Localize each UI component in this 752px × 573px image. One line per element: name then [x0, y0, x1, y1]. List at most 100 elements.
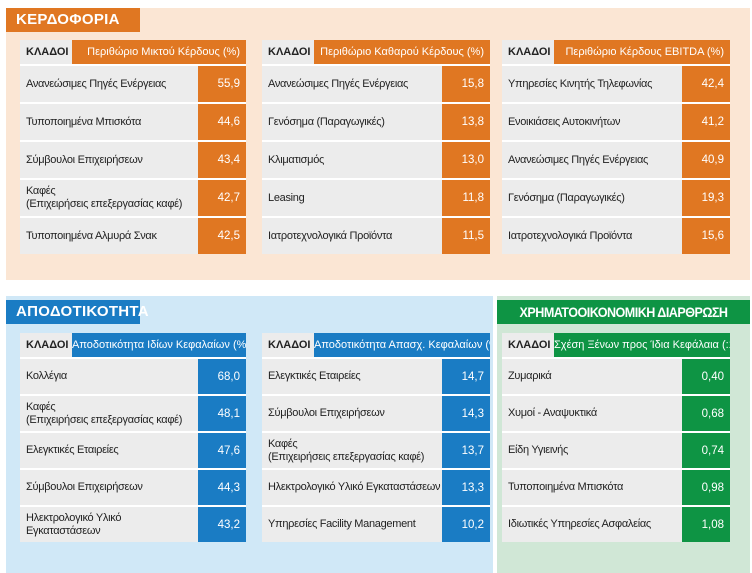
table-row: Σύμβουλοι Επιχειρήσεων 14,3: [262, 396, 490, 431]
table-header: ΚΛΑΔΟΙ Αποδοτικότητα Ιδίων Κεφαλαίων (%): [20, 333, 246, 357]
table-row: Χυμοί - Αναψυκτικά 0,68: [502, 396, 730, 431]
section-title: ΧΡΗΜΑΤΟΟΙΚΟΝΟΜΙΚΗ ΔΙΑΡΘΡΩΣΗ: [519, 304, 728, 320]
table-header: ΚΛΑΔΟΙ Περιθώριο Καθαρού Κέρδους (%): [262, 40, 490, 64]
ranking-table: ΚΛΑΔΟΙ Αποδοτικότητα Ιδίων Κεφαλαίων (%) Κ…: [20, 333, 246, 542]
table-row: Είδη Υγιεινής 0,74: [502, 433, 730, 468]
section-title: ΚΕΡΔΟΦΟΡΙΑ: [16, 11, 120, 28]
table-row: Σύμβουλοι Επιχειρήσεων 44,3: [20, 470, 246, 505]
metric-value: 13,0: [442, 142, 490, 178]
metric-value: 44,3: [198, 470, 246, 505]
sector-name: Τυποποιημένα Μπισκότα: [508, 481, 624, 493]
sector-name: Καφές (Επιχειρήσεις επεξεργασίας καφέ): [268, 437, 425, 463]
column-header-metric: Περιθώριο Καθαρού Κέρδους (%): [314, 40, 490, 64]
metric-value: 0,74: [682, 433, 730, 468]
metric-value: 0,98: [682, 470, 730, 505]
sector-name: Ανανεώσιμες Πηγές Ενέργειας: [508, 153, 649, 166]
metric-value: 13,8: [442, 104, 490, 140]
metric-value: 42,7: [198, 180, 246, 216]
ranking-table: ΚΛΑΔΟΙ Περιθώριο Καθαρού Κέρδους (%) Ανανε…: [262, 40, 490, 254]
table-row: Κλιματισμός 13,0: [262, 142, 490, 178]
table-row: Ηλεκτρολογικό Υλικό Εγκαταστάσεων 13,3: [262, 470, 490, 505]
metric-value: 14,7: [442, 359, 490, 394]
metric-value: 42,4: [682, 66, 730, 102]
sector-name: Σύμβουλοι Επιχειρήσεων: [26, 481, 143, 493]
table-row: Τυποποιημένα Αλμυρά Σνακ 42,5: [20, 218, 246, 254]
sector-name: Καφές (Επιχειρήσεις επεξεργασίας καφέ): [26, 400, 183, 426]
sector-name: Ελεγκτικές Εταιρείες: [26, 444, 119, 456]
sector-name: Ελεγκτικές Εταιρείες: [268, 370, 361, 382]
sector-name: Τυποποιημένα Μπισκότα: [26, 115, 142, 128]
sector-name: Κολλέγια: [26, 370, 67, 382]
ranking-table: ΚΛΑΔΟΙ Περιθώριο Κέρδους EBITDA (%) Υπηρεσ…: [502, 40, 730, 254]
ranking-table: ΚΛΑΔΟΙ Αποδοτικότητα Απασχ. Κεφαλαίων (%)…: [262, 333, 490, 542]
table-row: Υπηρεσίες Facility Management 10,2: [262, 507, 490, 542]
table-header: ΚΛΑΔΟΙ Περιθώριο Μικτού Κέρδους (%): [20, 40, 246, 64]
column-header-sectors: ΚΛΑΔΟΙ: [502, 40, 554, 64]
table-row: Ελεγκτικές Εταιρείες 14,7: [262, 359, 490, 394]
metric-value: 47,6: [198, 433, 246, 468]
section-title-box: ΑΠΟΔΟΤΙΚΟΤΗΤΑ: [6, 300, 149, 324]
table-row: Ανανεώσιμες Πηγές Ενέργειας 15,8: [262, 66, 490, 102]
sector-name: Υπηρεσίες Κινητής Τηλεφωνίας: [508, 77, 653, 90]
sector-name: Σύμβουλοι Επιχειρήσεων: [268, 407, 385, 419]
metric-value: 0,68: [682, 396, 730, 431]
metric-value: 48,1: [198, 396, 246, 431]
sector-name: Σύμβουλοι Επιχειρήσεων: [26, 153, 143, 166]
column-header-metric: Σχέση Ξένων προς Ίδια Κεφάλαια (:1): [554, 333, 730, 357]
table-row: Ιατροτεχνολογικά Προϊόντα 11,5: [262, 218, 490, 254]
metric-value: 11,5: [442, 218, 490, 254]
sector-name: Τυποποιημένα Αλμυρά Σνακ: [26, 229, 157, 242]
table-row: Ιδιωτικές Υπηρεσίες Ασφαλείας 1,08: [502, 507, 730, 542]
metric-value: 43,4: [198, 142, 246, 178]
sector-name: Ανανεώσιμες Πηγές Ενέργειας: [268, 77, 409, 90]
column-header-sectors: ΚΛΑΔΟΙ: [20, 333, 72, 357]
table-row: Ελεγκτικές Εταιρείες 47,6: [20, 433, 246, 468]
column-header-metric: Αποδοτικότητα Ιδίων Κεφαλαίων (%): [72, 333, 246, 357]
metric-value: 43,2: [198, 507, 246, 542]
sector-name: Ανανεώσιμες Πηγές Ενέργειας: [26, 77, 167, 90]
sector-name: Leasing: [268, 191, 305, 204]
table-row: Καφές (Επιχειρήσεις επεξεργασίας καφέ) 13…: [262, 433, 490, 468]
section-title-box: ΚΕΡΔΟΦΟΡΙΑ: [6, 8, 140, 32]
column-header-sectors: ΚΛΑΔΟΙ: [502, 333, 554, 357]
sector-name: Ηλεκτρολογικό Υλικό Εγκαταστάσεων: [268, 481, 441, 493]
column-header-sectors: ΚΛΑΔΟΙ: [20, 40, 72, 64]
table-row: Γενόσημα (Παραγωγικές) 13,8: [262, 104, 490, 140]
section-title-box: ΧΡΗΜΑΤΟΟΙΚΟΝΟΜΙΚΗ ΔΙΑΡΘΡΩΣΗ: [497, 300, 750, 324]
sector-name: Γενόσημα (Παραγωγικές): [508, 191, 625, 204]
table-header: ΚΛΑΔΟΙ Σχέση Ξένων προς Ίδια Κεφάλαια (:1…: [502, 333, 730, 357]
metric-value: 44,6: [198, 104, 246, 140]
sector-name: Υπηρεσίες Facility Management: [268, 518, 416, 530]
table-row: Ιατροτεχνολογικά Προϊόντα 15,6: [502, 218, 730, 254]
table-row: Ζυμαρικά 0,40: [502, 359, 730, 394]
metric-value: 10,2: [442, 507, 490, 542]
sector-name: Ιατροτεχνολογικά Προϊόντα: [268, 229, 393, 242]
metric-value: 14,3: [442, 396, 490, 431]
metric-value: 55,9: [198, 66, 246, 102]
sector-name: Ιατροτεχνολογικά Προϊόντα: [508, 229, 633, 242]
table-row: Υπηρεσίες Κινητής Τηλεφωνίας 42,4: [502, 66, 730, 102]
table-row: Σύμβουλοι Επιχειρήσεων 43,4: [20, 142, 246, 178]
table-header: ΚΛΑΔΟΙ Αποδοτικότητα Απασχ. Κεφαλαίων (%): [262, 333, 490, 357]
sector-name: Κλιματισμός: [268, 153, 325, 166]
metric-value: 42,5: [198, 218, 246, 254]
column-header-metric: Περιθώριο Μικτού Κέρδους (%): [72, 40, 246, 64]
metric-value: 11,8: [442, 180, 490, 216]
sector-name: Ενοικιάσεις Αυτοκινήτων: [508, 115, 621, 128]
metric-value: 68,0: [198, 359, 246, 394]
sector-name: Γενόσημα (Παραγωγικές): [268, 115, 385, 128]
sector-name: Ζυμαρικά: [508, 370, 552, 382]
table-header: ΚΛΑΔΟΙ Περιθώριο Κέρδους EBITDA (%): [502, 40, 730, 64]
section-title: ΑΠΟΔΟΤΙΚΟΤΗΤΑ: [16, 303, 149, 320]
table-row: Leasing 11,8: [262, 180, 490, 216]
column-header-sectors: ΚΛΑΔΟΙ: [262, 40, 314, 64]
metric-value: 0,40: [682, 359, 730, 394]
metric-value: 1,08: [682, 507, 730, 542]
table-row: Ενοικιάσεις Αυτοκινήτων 41,2: [502, 104, 730, 140]
sector-name: Ηλεκτρολογικό Υλικό Εγκαταστάσεων: [26, 511, 122, 537]
ranking-table: ΚΛΑΔΟΙ Περιθώριο Μικτού Κέρδους (%) Ανανεώ…: [20, 40, 246, 254]
metric-value: 13,3: [442, 470, 490, 505]
metric-value: 41,2: [682, 104, 730, 140]
table-row: Κολλέγια 68,0: [20, 359, 246, 394]
metric-value: 15,6: [682, 218, 730, 254]
